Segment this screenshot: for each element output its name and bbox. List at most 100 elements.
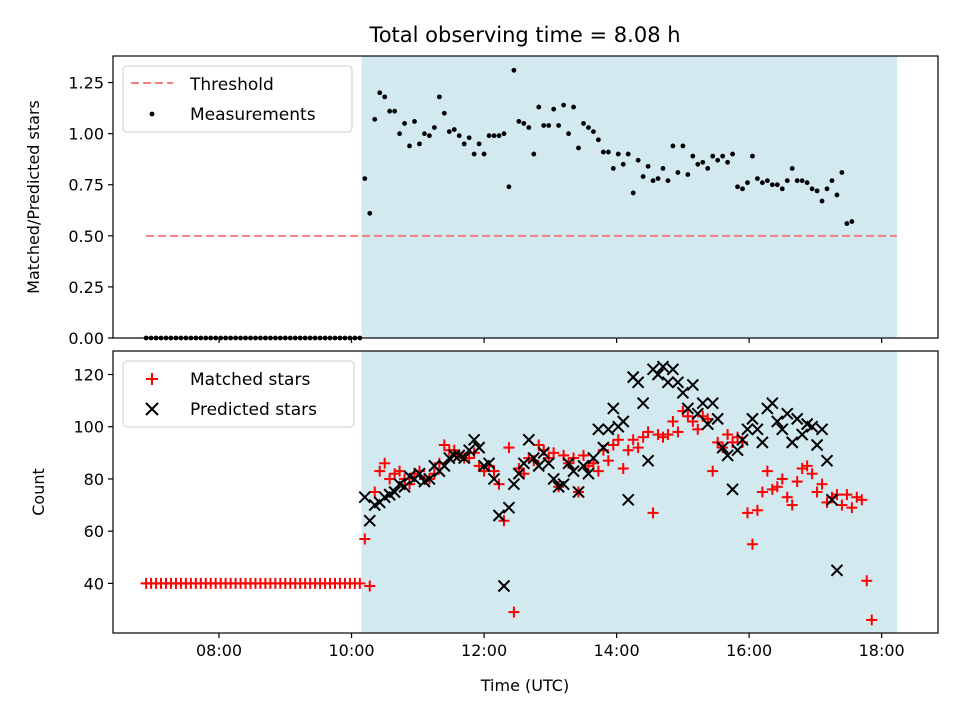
matched-star-marker: [836, 499, 848, 511]
predicted-star-marker: [577, 459, 590, 473]
measurement-point: [531, 151, 537, 157]
measurement-point: [382, 94, 388, 100]
measurement-point: [407, 143, 412, 149]
predicted-star-marker: [358, 491, 372, 504]
predicted-star-marker: [830, 564, 844, 577]
measurement-point: [486, 133, 492, 139]
matched-star-marker: [816, 478, 828, 490]
measurement-point: [422, 131, 427, 137]
measurement-point: [675, 170, 681, 175]
predicted-star-marker: [706, 397, 719, 410]
matched-star-marker: [746, 538, 758, 550]
matched-star-marker: [622, 444, 634, 456]
predicted-star-marker: [423, 472, 436, 486]
measurement-point: [745, 180, 750, 186]
measurement-point: [461, 141, 467, 147]
matched-star-marker: [359, 533, 371, 545]
predicted-star-marker: [701, 417, 714, 431]
matched-star-marker: [851, 491, 863, 503]
matched-star-marker: [632, 442, 644, 454]
matched-star-marker: [602, 455, 614, 467]
matched-star-marker: [796, 463, 808, 474]
measurement-point: [685, 172, 691, 177]
measurement-point: [640, 174, 646, 179]
measurement-point: [625, 151, 631, 157]
counts-y-tick-label: 100: [73, 418, 104, 437]
predicted-star-marker: [537, 446, 550, 460]
predicted-star-marker: [547, 472, 560, 486]
matched-star-marker: [761, 465, 773, 477]
predicted-star-marker: [582, 467, 595, 480]
predicted-star-marker: [781, 407, 794, 420]
matched-star-marker: [672, 426, 684, 438]
measurement-point: [556, 123, 562, 128]
measurement-point: [710, 153, 716, 159]
predicted-star-marker: [497, 579, 511, 593]
matched-star-marker: [612, 434, 624, 446]
measurement-point: [849, 219, 855, 224]
ratio-panel: 0.00 0.25 0.50 0.75 1.00 1.25 Matched/Predict…: [24, 55, 939, 348]
measurement-point: [372, 116, 378, 122]
predicted-star-marker: [487, 472, 501, 486]
measurement-point: [799, 178, 805, 184]
predicted-star-marker: [502, 501, 516, 514]
matched-star-marker: [741, 507, 753, 519]
measurement-point: [779, 186, 785, 192]
predicted-star-marker: [363, 514, 376, 527]
measurement-point: [670, 143, 676, 149]
matched-star-marker: [776, 473, 788, 485]
predicted-star-marker: [681, 402, 695, 415]
measurement-point: [665, 178, 671, 184]
predicted-star-marker: [641, 454, 655, 467]
predicted-star-marker: [656, 360, 670, 373]
predicted-star-marker: [711, 412, 724, 426]
counts-axes-frame: [112, 350, 939, 634]
predicted-star-marker: [522, 433, 536, 446]
predicted-star-marker: [666, 363, 680, 376]
measurement-point: [650, 178, 656, 184]
matched-star-marker: [786, 499, 798, 511]
x-tick-label: 14:00: [594, 641, 640, 660]
measurement-point: [839, 170, 845, 175]
matched-star-marker: [702, 413, 714, 425]
counts-marks: [140, 360, 878, 626]
predicted-star-marker: [388, 485, 401, 499]
predicted-star-marker: [825, 493, 839, 507]
measurement-point: [591, 129, 596, 135]
matched-star-marker: [577, 449, 589, 461]
predicted-star-marker: [651, 368, 665, 381]
predicted-star-marker: [795, 428, 809, 441]
measurement-point: [546, 123, 552, 128]
matched-star-marker: [548, 447, 560, 459]
measurement-point: [759, 180, 765, 186]
matched-star-marker: [722, 429, 734, 441]
measurement-point: [581, 121, 586, 126]
matched-star-marker: [692, 423, 704, 435]
measurement-point: [595, 137, 601, 143]
measurement-point: [700, 159, 706, 165]
ratio-y-tick-label: 0.50: [68, 227, 104, 246]
predicted-star-marker: [751, 423, 764, 436]
predicted-star-marker: [776, 423, 789, 436]
matched-star-marker: [592, 465, 604, 477]
ratio-y-axis-label: Matched/Predicted stars: [24, 100, 43, 294]
measurement-point: [804, 180, 810, 186]
counts-observing-window: [361, 351, 897, 633]
measurement-point: [690, 153, 696, 159]
matched-star-marker: [627, 434, 639, 446]
predicted-star-marker: [631, 376, 645, 389]
x-tick-label: 16:00: [726, 641, 772, 660]
counts-y-tick-label: 80: [84, 470, 104, 489]
predicted-star-marker: [557, 477, 570, 491]
predicted-star-marker: [716, 441, 729, 454]
measurement-point: [814, 188, 820, 194]
measurement-point: [824, 186, 830, 192]
measurement-point: [402, 121, 407, 126]
predicted-star-marker: [766, 397, 779, 410]
predicted-star-marker: [438, 459, 451, 473]
predicted-star-marker: [597, 441, 610, 454]
ratio-y-tick-label: 0.25: [68, 278, 104, 297]
measurement-point: [620, 161, 626, 167]
threshold-legend-label: Threshold: [189, 75, 274, 95]
measurement-point: [615, 151, 621, 157]
